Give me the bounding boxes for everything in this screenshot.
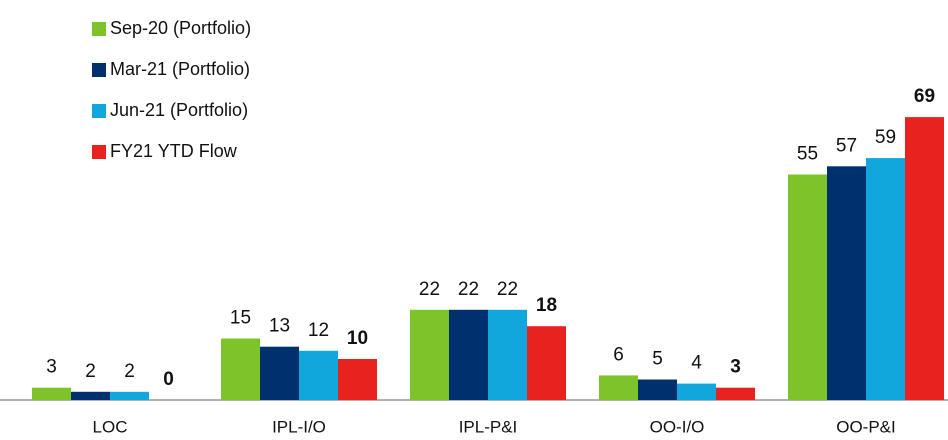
bar: [788, 174, 827, 400]
bar: [71, 391, 110, 400]
x-tick-label: OO-P&I: [836, 417, 896, 436]
data-label: 59: [875, 127, 896, 148]
data-label: 22: [419, 279, 440, 300]
bar: [866, 158, 905, 400]
data-label: 55: [797, 144, 818, 165]
data-label: 5: [652, 349, 663, 370]
bar: [638, 379, 677, 400]
bar: [32, 387, 71, 400]
legend-swatch: [92, 104, 106, 118]
data-label: 69: [914, 86, 935, 107]
bar: [677, 383, 716, 400]
data-label: 13: [269, 316, 290, 337]
bar: [338, 359, 377, 400]
bar: [221, 338, 260, 400]
data-label: 18: [536, 295, 557, 316]
bar: [488, 309, 527, 400]
x-tick-label: OO-I/O: [650, 417, 705, 436]
legend-label: Sep-20 (Portfolio): [110, 18, 251, 38]
bar: [299, 350, 338, 400]
bar: [527, 326, 566, 400]
bar: [260, 346, 299, 400]
data-label: 10: [347, 328, 368, 349]
data-label: 0: [163, 369, 174, 390]
legend-swatch: [92, 63, 106, 77]
x-tick-label: IPL-P&I: [459, 417, 518, 436]
data-label: 3: [730, 357, 741, 378]
legend-label: Mar-21 (Portfolio): [110, 59, 250, 79]
data-label: 2: [124, 361, 135, 382]
data-label: 6: [613, 344, 624, 365]
data-label: 22: [458, 279, 479, 300]
data-label: 15: [230, 308, 251, 329]
bar: [599, 375, 638, 400]
legend-swatch: [92, 22, 106, 36]
data-label: 12: [308, 320, 329, 341]
bar: [827, 166, 866, 400]
bar: [449, 309, 488, 400]
data-label: 3: [46, 357, 57, 378]
x-tick-label: LOC: [93, 417, 128, 436]
data-label: 4: [691, 353, 702, 374]
legend-label: Jun-21 (Portfolio): [110, 100, 248, 120]
data-label: 2: [85, 361, 96, 382]
data-label: 57: [836, 135, 857, 156]
data-label: 22: [497, 279, 518, 300]
bar: [410, 309, 449, 400]
legend-swatch: [92, 145, 106, 159]
bar: [716, 387, 755, 400]
bar: [905, 117, 944, 400]
legend-label: FY21 YTD Flow: [110, 141, 238, 161]
bar: [110, 391, 149, 400]
x-tick-label: IPL-I/O: [272, 417, 326, 436]
